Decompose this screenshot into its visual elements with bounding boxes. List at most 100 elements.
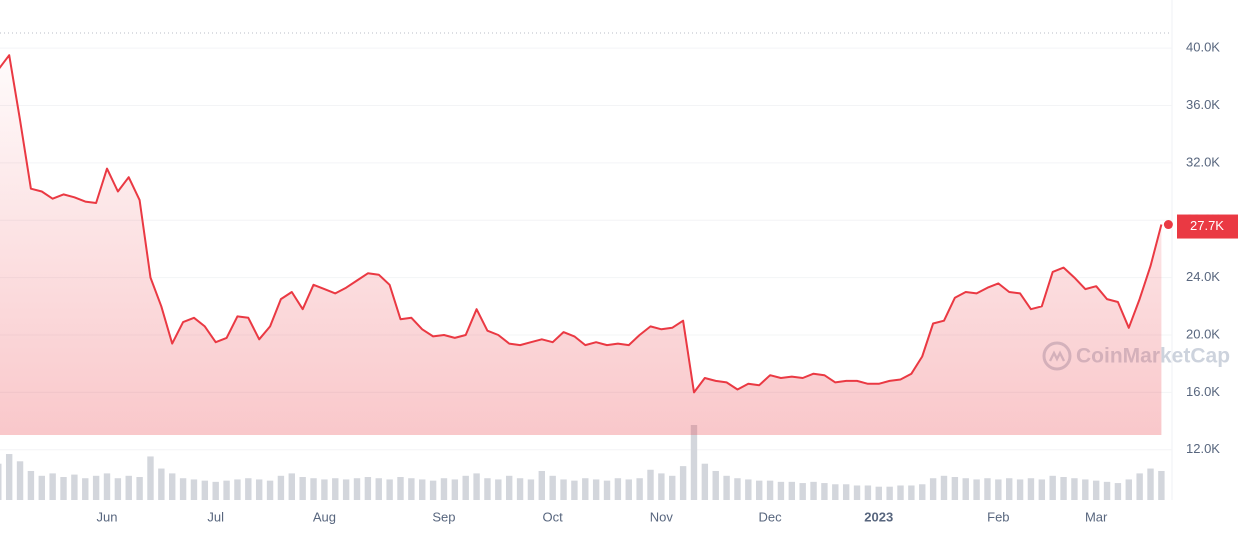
volume-bar [516, 478, 524, 500]
volume-bar [1158, 470, 1165, 500]
volume-bar [114, 478, 122, 500]
volume-bar [603, 480, 611, 500]
x-tick-label: Oct [543, 509, 564, 524]
volume-bar [571, 480, 578, 500]
volume-bar [255, 479, 263, 500]
volume-bar [929, 478, 937, 500]
volume-bar [788, 481, 796, 500]
x-tick-label: Nov [650, 509, 674, 524]
price-area [0, 55, 1162, 435]
price-tag [1177, 214, 1238, 239]
volume-bar [1092, 480, 1100, 500]
volume-bar [864, 485, 872, 500]
volume-bar [179, 478, 187, 500]
volume-bar [462, 475, 469, 500]
volume-bar [223, 480, 230, 500]
volume-bar [364, 477, 372, 500]
volume-bar [723, 475, 730, 500]
volume-bar [1125, 479, 1132, 500]
volume-bar [1082, 479, 1089, 500]
price-tag-label: 27.7K [1190, 218, 1224, 233]
volume-bar [321, 479, 328, 500]
volume-bar [147, 456, 154, 500]
volume-bar [495, 479, 502, 500]
volume-bar [1049, 475, 1056, 500]
volume-bar [1071, 478, 1078, 500]
volume-bar [625, 479, 632, 500]
volume-bar [527, 479, 535, 500]
y-tick-label: 40.0K [1186, 40, 1220, 55]
volume-bar [1103, 481, 1111, 500]
volume-bar [60, 477, 67, 500]
volume-bar [538, 470, 545, 500]
volume-bar [973, 479, 980, 500]
volume-bar [853, 485, 861, 500]
volume-bar [82, 478, 89, 500]
x-tick-label: Jul [207, 509, 224, 524]
volume-bar [636, 478, 643, 500]
volume-bar [16, 461, 24, 500]
x-tick-label: Dec [759, 509, 783, 524]
volume-bar [0, 463, 2, 500]
volume-bar [951, 477, 959, 500]
volume-bar [266, 480, 274, 500]
volume-bar [190, 479, 198, 500]
y-tick-label: 36.0K [1186, 97, 1220, 112]
volume-bar [734, 478, 741, 500]
volume-bar [375, 478, 382, 500]
volume-bar [1136, 473, 1143, 500]
volume-bar [38, 475, 45, 500]
volume-bar [440, 478, 448, 500]
volume-bar [92, 475, 100, 500]
volume-bar [669, 475, 676, 500]
volume-bar [592, 479, 600, 500]
volume-bar [777, 481, 785, 500]
volume-bar [201, 480, 209, 500]
volume-bar [125, 475, 132, 500]
volume-bar [919, 484, 926, 500]
volume-bar [897, 485, 904, 500]
volume-bar [5, 454, 13, 500]
price-line [0, 54, 1163, 394]
volume-bar [1006, 478, 1013, 500]
volume-bar [1027, 478, 1035, 500]
volume-bar [766, 480, 774, 500]
volume-bar [875, 486, 882, 500]
y-tick-label: 32.0K [1186, 154, 1220, 169]
volume-bar [505, 475, 513, 500]
volume-bar [549, 475, 556, 500]
volume-bar [332, 478, 339, 500]
volume-bar [962, 478, 969, 500]
volume-bar [169, 473, 176, 500]
last-price-dot [1163, 220, 1173, 230]
volume-bar [1114, 483, 1122, 500]
volume-bar [71, 474, 78, 500]
volume-bar [658, 473, 665, 500]
y-tick-label: 12.0K [1186, 441, 1220, 456]
x-tick-label: Feb [987, 509, 1009, 524]
volume-bar [560, 479, 567, 500]
y-tick-label: 24.0K [1186, 269, 1220, 284]
volume-bar [756, 480, 763, 500]
x-tick-label: Mar [1085, 509, 1108, 524]
volume-bar [419, 479, 426, 500]
volume-bar [277, 475, 285, 500]
volume-bar [842, 484, 850, 500]
volume-bar [1147, 468, 1154, 500]
volume-bar [310, 478, 317, 500]
volume-bar [614, 478, 622, 500]
volume-bar [397, 477, 404, 500]
volume-bar [940, 475, 948, 500]
volume-bar [995, 479, 1002, 500]
volume-bar [821, 483, 828, 500]
volume-bar [1016, 479, 1024, 500]
x-tick-label: 2023 [864, 509, 893, 524]
volume-bar [832, 484, 839, 500]
volume-bar [908, 485, 915, 500]
x-tick-label: Sep [432, 509, 455, 524]
y-tick-label: 20.0K [1186, 326, 1220, 341]
volume-bar [810, 481, 817, 500]
volume-bar [679, 466, 687, 500]
